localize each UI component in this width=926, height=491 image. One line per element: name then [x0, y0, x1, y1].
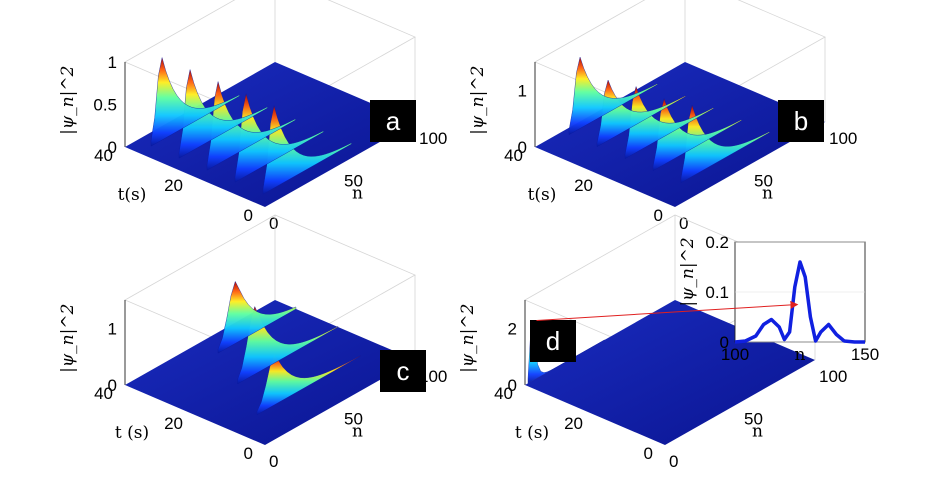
z-tick-label: 0.5 [93, 96, 117, 115]
t-tick-label: 20 [164, 176, 183, 195]
n-tick-label: 0 [269, 214, 278, 233]
n-tick-label: 50 [744, 410, 763, 429]
z-tick-label: 0 [108, 376, 117, 395]
surface-peak [150, 57, 240, 147]
surface-peak [217, 280, 297, 354]
panel-letter: b [794, 106, 808, 136]
t-tick-label: 0 [244, 206, 253, 225]
t-tick-label: 40 [494, 384, 513, 403]
panel-letter: a [386, 106, 401, 136]
z-tick-label: 2 [508, 319, 517, 338]
panel-b: 0 1 |ψ_n|^2 0 20 40 t(s) 0 50 100 n b [468, 0, 857, 233]
t-tick-label: 20 [574, 176, 593, 195]
inset-y-tick: 0.2 [705, 233, 729, 252]
surface-peak [652, 97, 742, 172]
z-tick-label: 0 [508, 376, 517, 395]
panel-letter: d [546, 326, 560, 356]
z-axis-label: |ψ_n|^2 [58, 304, 78, 373]
t-axis-label: t(s) [528, 185, 557, 205]
z-tick-label: 1 [108, 319, 117, 338]
box-top [124, 0, 416, 123]
t-tick-label: 0 [654, 206, 663, 225]
surface-peak [178, 69, 268, 159]
z-axis-label: |ψ_n|^2 [458, 304, 478, 373]
surface-peak [680, 104, 770, 184]
n-tick-label: 100 [419, 367, 447, 386]
z-axis-label: |ψ_n|^2 [58, 66, 78, 135]
panel-c: 0 1 |ψ_n|^2 0 20 40 t (s) 0 50 100 n c [58, 214, 447, 471]
t-axis-label: t (s) [115, 423, 149, 443]
surface-peak [234, 93, 324, 183]
surface-peak [206, 81, 296, 171]
n-axis-label: n [762, 183, 773, 203]
n-tick-label: 50 [344, 172, 363, 191]
t-axis-label: t(s) [118, 185, 147, 205]
t-tick-label: 0 [244, 444, 253, 463]
n-tick-label: 50 [344, 410, 363, 429]
surface-peak [262, 105, 352, 195]
t-tick-label: 20 [164, 414, 183, 433]
surface-peak [568, 56, 658, 136]
n-tick-label: 0 [679, 214, 688, 233]
panel-letter-box [370, 100, 416, 142]
surface-peak [624, 85, 714, 160]
z-tick-label: 0 [108, 138, 117, 157]
n-tick-label: 100 [419, 129, 447, 148]
inset-arrow [536, 300, 799, 321]
t-tick-label: 40 [94, 384, 113, 403]
n-axis-label: n [352, 421, 363, 441]
t-axis-label: t (s) [515, 423, 549, 443]
inset: 0 0.1 0.2 100 150 n |ψ_n|^2 [536, 233, 879, 365]
t-tick-label: 40 [504, 146, 523, 165]
n-tick-label: 0 [669, 452, 678, 471]
inset-y-tick: 0 [720, 333, 729, 352]
n-tick-label: 100 [829, 129, 857, 148]
panel-letter-box [778, 100, 824, 142]
n-axis-label: n [752, 421, 763, 441]
inset-x-tick: 100 [721, 345, 749, 364]
inset-x-label: n [795, 345, 806, 365]
inset-line [734, 260, 865, 344]
n-axis-label: n [352, 183, 363, 203]
inset-y-label: |ψ_n|^2 [678, 237, 698, 306]
inset-y-tick: 0.1 [705, 283, 729, 302]
t-tick-label: 40 [94, 146, 113, 165]
panel-a: 0 0.5 1 |ψ_n|^2 0 20 40 t(s) 0 50 100 n a [58, 0, 447, 233]
surface-peak [596, 79, 686, 148]
panel-letter-box [380, 350, 426, 392]
panel-letter: c [397, 356, 410, 386]
panel-letter-box [530, 320, 576, 362]
n-tick-label: 0 [269, 452, 278, 471]
inset-x-tick: 150 [851, 345, 879, 364]
z-tick-label: 0 [518, 138, 527, 157]
n-tick-label: 50 [754, 172, 773, 191]
t-tick-label: 20 [564, 414, 583, 433]
z-tick-label: 1 [108, 53, 117, 72]
z-axis-label: |ψ_n|^2 [468, 66, 488, 135]
t-tick-label: 0 [644, 444, 653, 463]
n-tick-label: 100 [819, 367, 847, 386]
z-tick-label: 1 [518, 81, 527, 100]
